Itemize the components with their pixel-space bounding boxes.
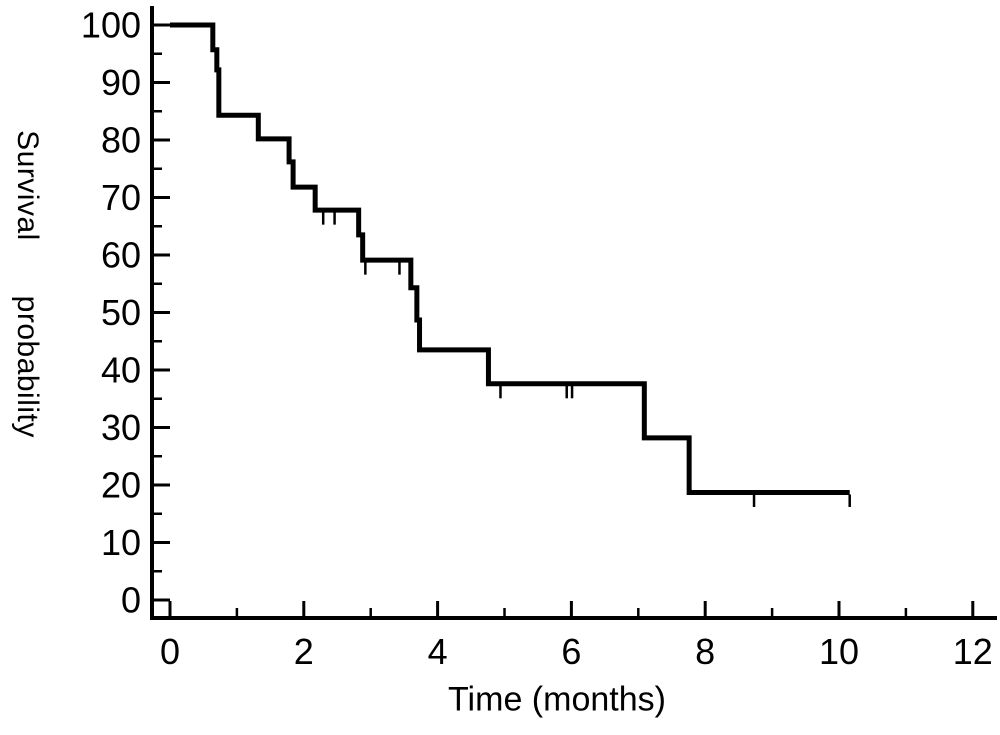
x-tick-label: 4 (428, 631, 448, 672)
y-tick-label: 40 (101, 350, 141, 391)
x-tick-label: 0 (160, 631, 180, 672)
x-tick-label: 10 (819, 631, 859, 672)
y-tick-label: 20 (101, 465, 141, 506)
censor-marks (321, 212, 851, 507)
y-tick-label: 70 (101, 177, 141, 218)
x-ticks: 0 2 4 6 8 10 12 (160, 601, 993, 672)
y-tick-label: 60 (101, 235, 141, 276)
y-tick-label: 0 (121, 580, 141, 621)
y-axis-title: Survival probability (11, 130, 44, 438)
x-tick-label: 8 (695, 631, 715, 672)
x-axis-title: Time (months) (448, 680, 666, 719)
y-tick-label: 90 (101, 62, 141, 103)
survival-step-curve (170, 22, 850, 495)
y-tick-label: 100 (81, 5, 141, 46)
y-tick-label: 80 (101, 120, 141, 161)
y-tick-label: 30 (101, 407, 141, 448)
y-tick-label: 50 (101, 292, 141, 333)
x-tick-label: 6 (561, 631, 581, 672)
x-tick-label: 12 (953, 631, 993, 672)
axes (150, 6, 997, 620)
y-tick-label: 10 (101, 522, 141, 563)
x-tick-label: 2 (294, 631, 314, 672)
y-ticks: 0 10 20 30 40 50 60 70 80 90 100 (81, 5, 170, 621)
